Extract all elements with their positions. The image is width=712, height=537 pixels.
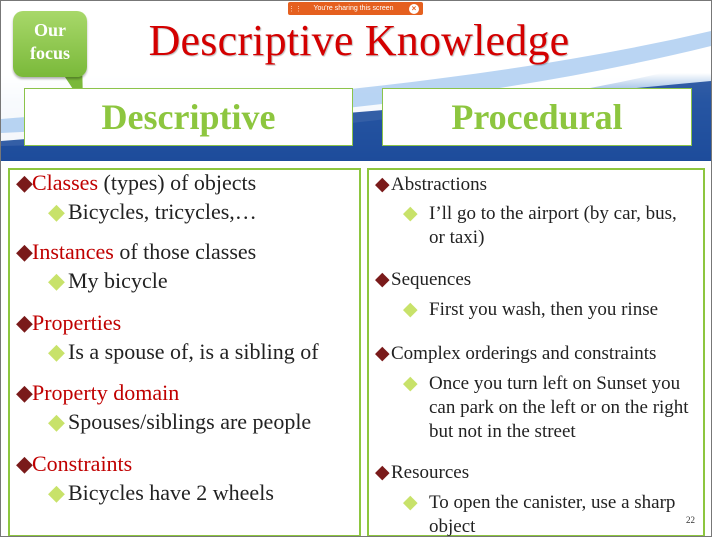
diamond-bullet-icon: ◆ [16, 170, 33, 195]
sub-item: ◆ Spouses/siblings are people [48, 409, 311, 435]
callout-text: Our focus [30, 20, 70, 63]
procedural-panel: ◆Abstractions ◆ I’ll go to the airport (b… [367, 168, 705, 537]
diamond-bullet-icon: ◆ [375, 269, 390, 290]
item-label: Constraints [32, 451, 133, 476]
sub-item-text: To open the canister, use a sharp object [429, 492, 676, 537]
list-item: ◆Classes (types) of objects [16, 170, 256, 196]
diamond-bullet-icon: ◆ [48, 409, 65, 434]
sub-item: ◆ My bicycle [48, 268, 168, 294]
list-item: ◆Property domain [16, 380, 179, 406]
item-label: Property domain [32, 380, 180, 405]
item-label: Instances [32, 239, 114, 264]
sub-item-text: I’ll go to the airport (by car, bus, or … [429, 203, 677, 248]
item-label: Complex orderings and constraints [391, 343, 657, 364]
slide-title: Descriptive Knowledge [148, 16, 570, 65]
diamond-bullet-icon: ◆ [403, 373, 418, 394]
sub-item-text: Is a spouse of, is a sibling of [68, 339, 319, 364]
drag-grip-icon[interactable]: ⋮⋮ [288, 5, 302, 13]
sub-item: ◆ I’ll go to the airport (by car, bus, or… [403, 202, 693, 250]
item-label: Sequences [391, 269, 472, 290]
sub-item: ◆ Bicycles, tricycles,… [48, 199, 257, 225]
descriptive-panel: ◆Classes (types) of objects ◆ Bicycles, t… [8, 168, 361, 536]
page-number: 22 [686, 515, 695, 525]
callout-bubble [13, 11, 87, 77]
diamond-bullet-icon: ◆ [48, 199, 65, 224]
sub-item-text: Once you turn left on Sunset you can par… [429, 373, 689, 442]
screen-share-label: You're sharing this screen [313, 5, 394, 12]
diamond-bullet-icon: ◆ [375, 174, 390, 195]
list-item: ◆Instances of those classes [16, 239, 256, 265]
diamond-bullet-icon: ◆ [403, 492, 418, 513]
list-item: ◆Complex orderings and constraints [375, 342, 656, 365]
item-rest: of those classes [113, 239, 257, 264]
diamond-bullet-icon: ◆ [48, 480, 65, 505]
procedural-header: Procedural [382, 88, 692, 146]
sub-item-text: My bicycle [68, 268, 168, 293]
diamond-bullet-icon: ◆ [403, 299, 418, 320]
list-item: ◆Abstractions [375, 173, 487, 196]
sub-item: ◆ Bicycles have 2 wheels [48, 480, 274, 506]
sub-item-text: Spouses/siblings are people [68, 409, 312, 434]
sub-item: ◆ First you wash, then you rinse [403, 298, 693, 322]
diamond-bullet-icon: ◆ [403, 203, 418, 224]
diamond-bullet-icon: ◆ [16, 310, 33, 335]
sub-item-text: First you wash, then you rinse [429, 299, 659, 320]
list-item: ◆Properties [16, 310, 121, 336]
screen-share-bar[interactable]: ⋮⋮ You're sharing this screen × [288, 2, 423, 15]
our-focus-callout: Our focus [13, 11, 93, 108]
stop-sharing-close-icon[interactable]: × [409, 3, 419, 14]
diamond-bullet-icon: ◆ [375, 462, 390, 483]
list-item: ◆Sequences [375, 268, 471, 291]
item-label: Classes [32, 170, 98, 195]
sub-item-text: Bicycles have 2 wheels [68, 480, 274, 505]
diamond-bullet-icon: ◆ [375, 343, 390, 364]
diamond-bullet-icon: ◆ [16, 451, 33, 476]
sub-item: ◆ Once you turn left on Sunset you can pa… [403, 372, 693, 444]
diamond-bullet-icon: ◆ [48, 339, 65, 364]
item-rest: (types) of objects [98, 170, 257, 195]
list-item: ◆Constraints [16, 451, 132, 477]
sub-item: ◆ To open the canister, use a sharp objec… [403, 491, 693, 537]
diamond-bullet-icon: ◆ [16, 380, 33, 405]
sub-item-text: Bicycles, tricycles,… [68, 199, 257, 224]
item-label: Abstractions [391, 174, 488, 195]
list-item: ◆Resources [375, 461, 469, 484]
sub-item: ◆ Is a spouse of, is a sibling of [48, 339, 319, 365]
item-label: Resources [391, 462, 470, 483]
descriptive-header: Descriptive [24, 88, 353, 146]
diamond-bullet-icon: ◆ [48, 268, 65, 293]
item-label: Properties [32, 310, 122, 335]
diamond-bullet-icon: ◆ [16, 239, 33, 264]
